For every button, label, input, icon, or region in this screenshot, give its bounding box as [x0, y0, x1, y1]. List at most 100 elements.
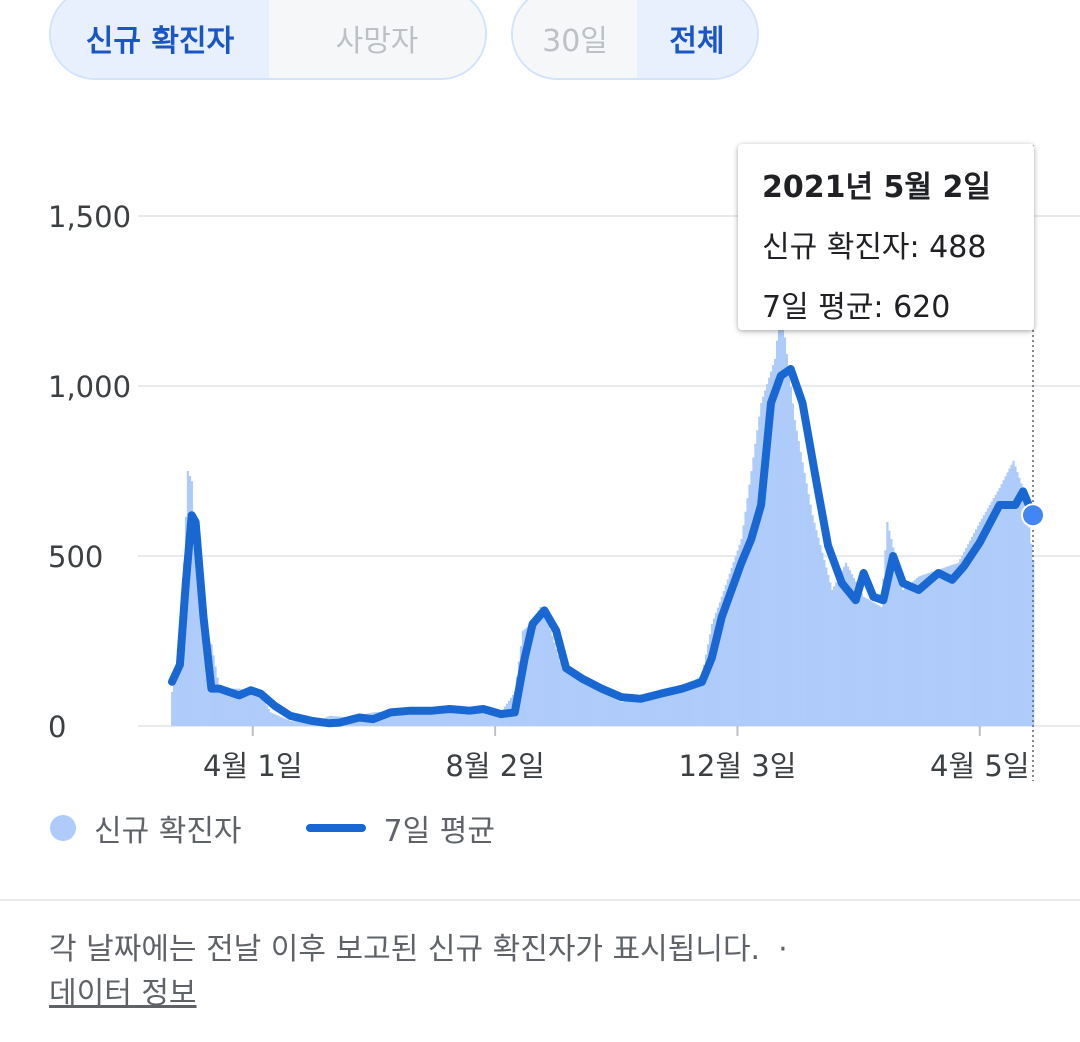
case-bar [815, 530, 818, 726]
case-bar [657, 695, 660, 726]
case-bar [498, 711, 501, 726]
case-bar [596, 689, 599, 726]
case-bar [754, 443, 757, 726]
case-bar [454, 710, 458, 726]
case-bar [971, 536, 974, 726]
case-bar [801, 462, 804, 726]
case-bar [537, 610, 540, 726]
case-bar [539, 607, 542, 726]
case-bar [929, 572, 932, 726]
case-bar [933, 570, 936, 726]
case-bar [228, 688, 231, 726]
case-bar [864, 597, 867, 726]
case-bar [448, 710, 452, 726]
case-bar [850, 574, 854, 726]
data-info-link[interactable]: 데이터 정보 [49, 976, 197, 1011]
case-bar [421, 709, 424, 726]
case-bar [173, 678, 176, 726]
case-bar [1020, 483, 1023, 726]
case-bar [738, 544, 741, 726]
case-bar [433, 709, 436, 726]
case-bar [697, 677, 700, 726]
case-bar [257, 694, 260, 726]
case-bar [551, 636, 554, 726]
case-bar [799, 451, 802, 726]
case-bar [399, 710, 402, 726]
case-bar [823, 560, 826, 726]
case-bar [429, 709, 432, 726]
case-bar [748, 484, 751, 726]
case-bar [557, 655, 560, 726]
case-bar [689, 683, 692, 726]
case-bar [862, 596, 865, 726]
case-bar [640, 698, 643, 726]
case-bar [837, 578, 840, 726]
cases-chart[interactable]: 0 500 1,000 1,500 4월 1일 8월 2일 12월 3일 4월 5일 [0, 0, 1080, 800]
case-bar [425, 709, 428, 726]
case-bar [750, 471, 753, 726]
case-bar [245, 690, 249, 726]
tab-deaths[interactable]: 사망자 [269, 0, 485, 78]
case-bar [307, 722, 310, 726]
case-bar [624, 701, 627, 726]
case-bar [872, 602, 875, 726]
case-bar [281, 717, 284, 726]
case-bar [649, 697, 653, 726]
y-tick-label: 1,000 [48, 370, 131, 404]
case-bar [1030, 543, 1033, 726]
case-bar [819, 545, 822, 726]
case-bar [925, 573, 928, 726]
case-bar [1032, 560, 1035, 726]
case-bar [1014, 466, 1017, 726]
case-bar [939, 568, 942, 726]
case-bar [740, 539, 743, 726]
tab-30-days[interactable]: 30일 [513, 0, 637, 78]
case-bar [385, 711, 389, 726]
case-bar [710, 624, 714, 726]
case-bar [791, 403, 794, 726]
case-bar [785, 353, 789, 726]
case-bar [708, 634, 712, 726]
case-bar [996, 491, 999, 726]
case-bar [811, 515, 814, 726]
case-bar [998, 488, 1001, 726]
case-bar [423, 709, 426, 726]
case-bar [547, 623, 550, 726]
case-bar [839, 574, 842, 726]
case-bar [444, 709, 448, 726]
case-bar [234, 688, 237, 726]
case-bar [236, 688, 239, 726]
case-bar [685, 685, 688, 726]
case-bar [226, 688, 229, 726]
case-bar [171, 692, 174, 726]
case-bar [900, 581, 903, 726]
case-bar [271, 713, 274, 726]
case-bar [194, 549, 197, 726]
case-bar [224, 688, 227, 726]
legend-cases-label: 신규 확진자 [94, 814, 242, 849]
case-bar [821, 552, 824, 726]
case-bar [1024, 494, 1027, 726]
case-bar [411, 710, 414, 726]
legend-cases-swatch [50, 815, 76, 841]
case-bar [1002, 480, 1005, 726]
case-bar [604, 694, 607, 726]
case-bar [976, 525, 980, 726]
case-bar [468, 709, 471, 726]
case-bar [866, 599, 869, 726]
case-bar [220, 688, 223, 726]
case-bar [240, 689, 243, 726]
seven-day-average-line [168, 365, 1037, 728]
case-bar [783, 337, 787, 726]
case-bar [988, 505, 991, 726]
tab-new-cases[interactable]: 신규 확진자 [51, 0, 269, 78]
case-bar [705, 654, 708, 726]
case-bar [744, 511, 747, 726]
case-bar [848, 570, 852, 726]
case-bar [177, 651, 180, 726]
case-bar [772, 365, 775, 726]
case-bar [636, 699, 639, 726]
case-bar [923, 574, 926, 726]
tab-all-time[interactable]: 전체 [637, 0, 757, 78]
case-bar [1000, 484, 1003, 726]
